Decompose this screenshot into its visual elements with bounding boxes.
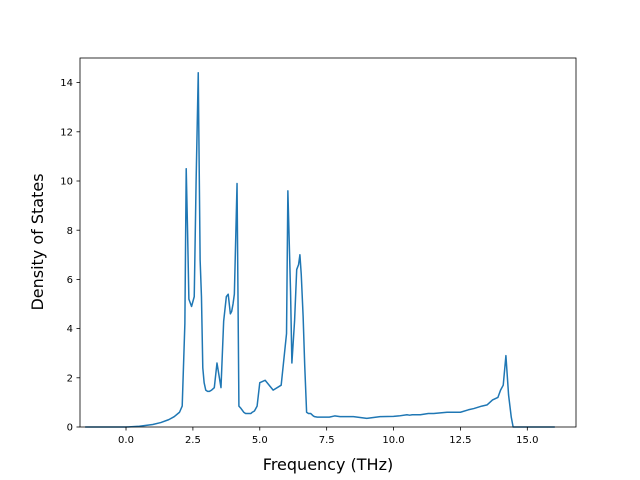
y-tick-label: 6 bbox=[67, 275, 73, 286]
y-tick-label: 4 bbox=[67, 324, 73, 335]
dos-series-line-1 bbox=[85, 72, 555, 428]
x-axis-title: Frequency (THz) bbox=[263, 455, 393, 474]
plot-area bbox=[85, 72, 555, 428]
plot-frame bbox=[79, 57, 577, 428]
y-axis: 0 2 4 6 8 10 12 14 bbox=[60, 78, 80, 434]
y-tick-label: 14 bbox=[60, 78, 73, 89]
y-tick-label: 12 bbox=[60, 127, 73, 138]
x-tick-label: 12.5 bbox=[449, 435, 471, 446]
x-tick-label: 10.0 bbox=[382, 435, 404, 446]
y-tick-label: 10 bbox=[60, 177, 73, 188]
y-tick-label: 0 bbox=[67, 423, 73, 434]
x-tick-label: 15.0 bbox=[516, 435, 538, 446]
x-axis: 0.0 2.5 5.0 7.5 10.0 12.5 15.0 bbox=[118, 427, 538, 446]
y-tick-label: 8 bbox=[67, 226, 73, 237]
y-axis-title: Density of States bbox=[28, 173, 47, 310]
x-tick-label: 7.5 bbox=[319, 435, 335, 446]
y-tick-label: 2 bbox=[67, 373, 73, 384]
x-tick-label: 5.0 bbox=[252, 435, 268, 446]
x-tick-label: 2.5 bbox=[185, 435, 201, 446]
x-tick-label: 0.0 bbox=[118, 435, 134, 446]
